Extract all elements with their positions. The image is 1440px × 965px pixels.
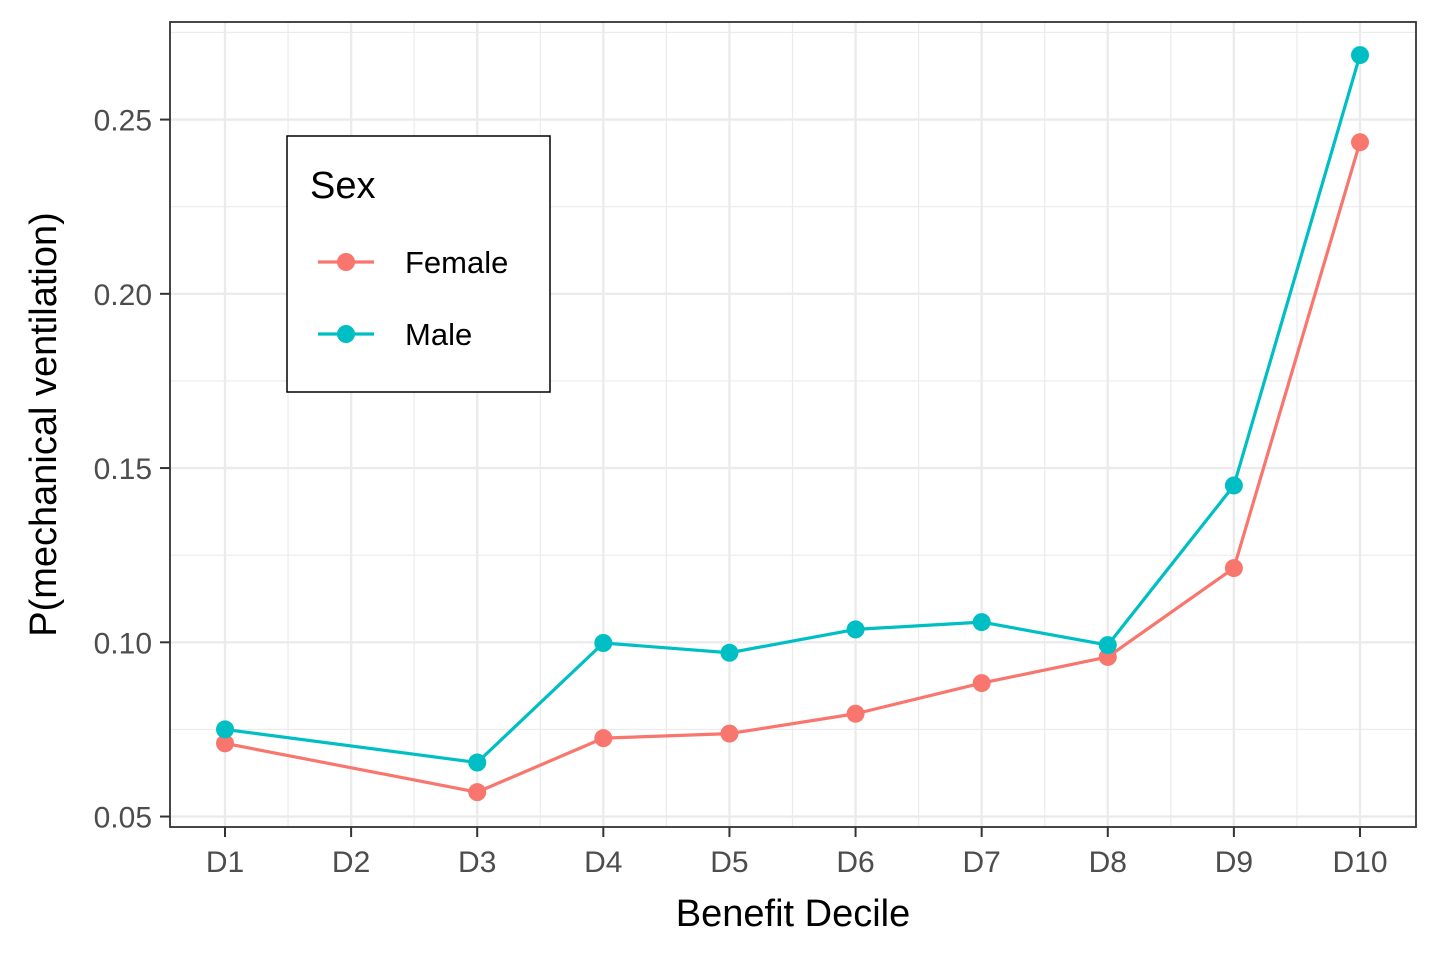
x-tick-label: D4 bbox=[584, 846, 622, 879]
x-tick-label: D10 bbox=[1332, 846, 1387, 879]
data-point-female bbox=[1224, 559, 1243, 578]
data-point-female bbox=[972, 674, 991, 693]
data-point-female bbox=[846, 704, 865, 723]
y-tick-label: 0.20 bbox=[94, 279, 152, 312]
data-point-female bbox=[468, 783, 487, 802]
data-point-male bbox=[972, 613, 991, 632]
data-point-female bbox=[1351, 133, 1369, 152]
series-layer bbox=[216, 46, 1369, 802]
legend-label: Male bbox=[405, 317, 472, 352]
y-tick-label: 0.25 bbox=[94, 105, 152, 138]
legend-label: Female bbox=[405, 245, 508, 280]
x-tick-label: D5 bbox=[710, 846, 748, 879]
data-point-female bbox=[720, 724, 739, 743]
y-tick-label: 0.15 bbox=[94, 453, 152, 486]
legend-key-point bbox=[337, 253, 355, 271]
data-point-male bbox=[1224, 476, 1243, 495]
x-tick-label: D8 bbox=[1089, 846, 1127, 879]
legend-key-point bbox=[337, 325, 355, 343]
legend-box bbox=[286, 135, 551, 393]
y-tick-label: 0.05 bbox=[94, 802, 152, 835]
x-tick-label: D1 bbox=[206, 846, 244, 879]
x-tick-label: D2 bbox=[332, 846, 370, 879]
y-axis-title: P(mechanical ventilation) bbox=[23, 212, 65, 637]
data-point-female bbox=[216, 734, 234, 753]
legend-title: Sex bbox=[310, 165, 375, 207]
panel-border bbox=[169, 21, 1417, 828]
legend-items: Female Male bbox=[318, 245, 508, 352]
data-point-male bbox=[1098, 636, 1117, 655]
data-point-female bbox=[594, 729, 613, 748]
data-point-male bbox=[594, 634, 613, 652]
data-point-male bbox=[216, 720, 234, 739]
x-tick-label: D3 bbox=[458, 846, 496, 879]
axis-layer: D1 D2 D3 D4 D5 D6 D7 D8 D9 D10 0.05 0.10 0.15 0.20 0.2… bbox=[94, 105, 1388, 879]
data-point-male bbox=[846, 620, 865, 639]
x-tick-label: D7 bbox=[962, 846, 1000, 879]
legend: Sex Female Male bbox=[286, 135, 551, 393]
data-point-male bbox=[720, 643, 739, 662]
x-tick-label: D9 bbox=[1215, 846, 1253, 879]
data-point-male bbox=[468, 753, 487, 772]
y-tick-label: 0.10 bbox=[94, 627, 152, 660]
data-point-male bbox=[1351, 46, 1369, 65]
x-axis-title: Benefit Decile bbox=[676, 893, 910, 935]
x-tick-label: D6 bbox=[836, 846, 874, 879]
